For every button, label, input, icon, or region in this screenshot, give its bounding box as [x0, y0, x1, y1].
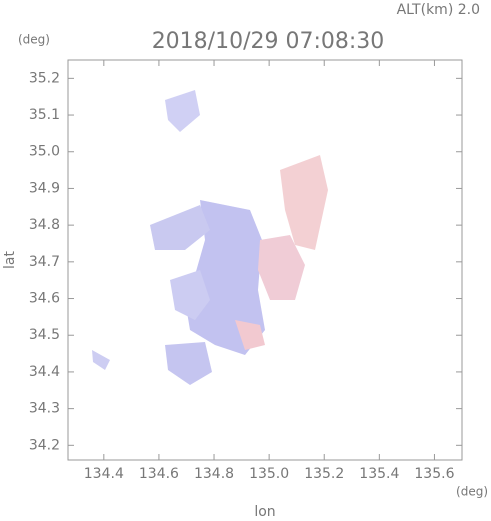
y-tick-label: 34.6: [29, 291, 60, 307]
y-tick-label: 34.3: [29, 401, 60, 417]
y-tick-label: 34.9: [29, 180, 60, 196]
y-tick-label: 34.7: [29, 254, 60, 270]
y-tick-label: 35.2: [29, 70, 60, 86]
x-tick-label: 135.0: [249, 466, 289, 482]
y-tick-label: 34.8: [29, 217, 60, 233]
echo-blob: [185, 200, 265, 355]
y-tick-label: 34.2: [29, 437, 60, 453]
y-tick-label: 34.5: [29, 327, 60, 343]
x-tick-label: 135.2: [304, 466, 344, 482]
echo-blob: [165, 342, 212, 385]
echo-blob: [150, 205, 210, 250]
x-tick-label: 135.6: [414, 466, 454, 482]
echo-blob: [235, 320, 265, 350]
chart-title: 2018/10/29 07:08:30: [152, 29, 385, 54]
echo-field: [92, 90, 328, 385]
echo-blob: [280, 155, 328, 250]
altitude-label: ALT(km) 2.0: [397, 2, 480, 18]
y-unit: (deg): [18, 33, 50, 47]
echo-blob: [92, 350, 110, 370]
echo-blob: [165, 90, 200, 132]
y-tick-label: 35.1: [29, 107, 60, 123]
x-tick-label: 134.8: [194, 466, 234, 482]
x-tick-label: 134.6: [139, 466, 179, 482]
echo-blob: [258, 235, 305, 300]
y-tick-label: 35.0: [29, 144, 60, 160]
echo-blob: [170, 270, 210, 320]
plot-frame: [67, 59, 463, 461]
y-axis-label: lat: [2, 251, 18, 269]
x-unit: (deg): [456, 485, 488, 499]
x-axis-label: lon: [254, 504, 275, 520]
x-tick-label: 135.4: [359, 466, 399, 482]
x-tick-label: 134.4: [84, 466, 124, 482]
y-tick-label: 34.4: [29, 364, 60, 380]
